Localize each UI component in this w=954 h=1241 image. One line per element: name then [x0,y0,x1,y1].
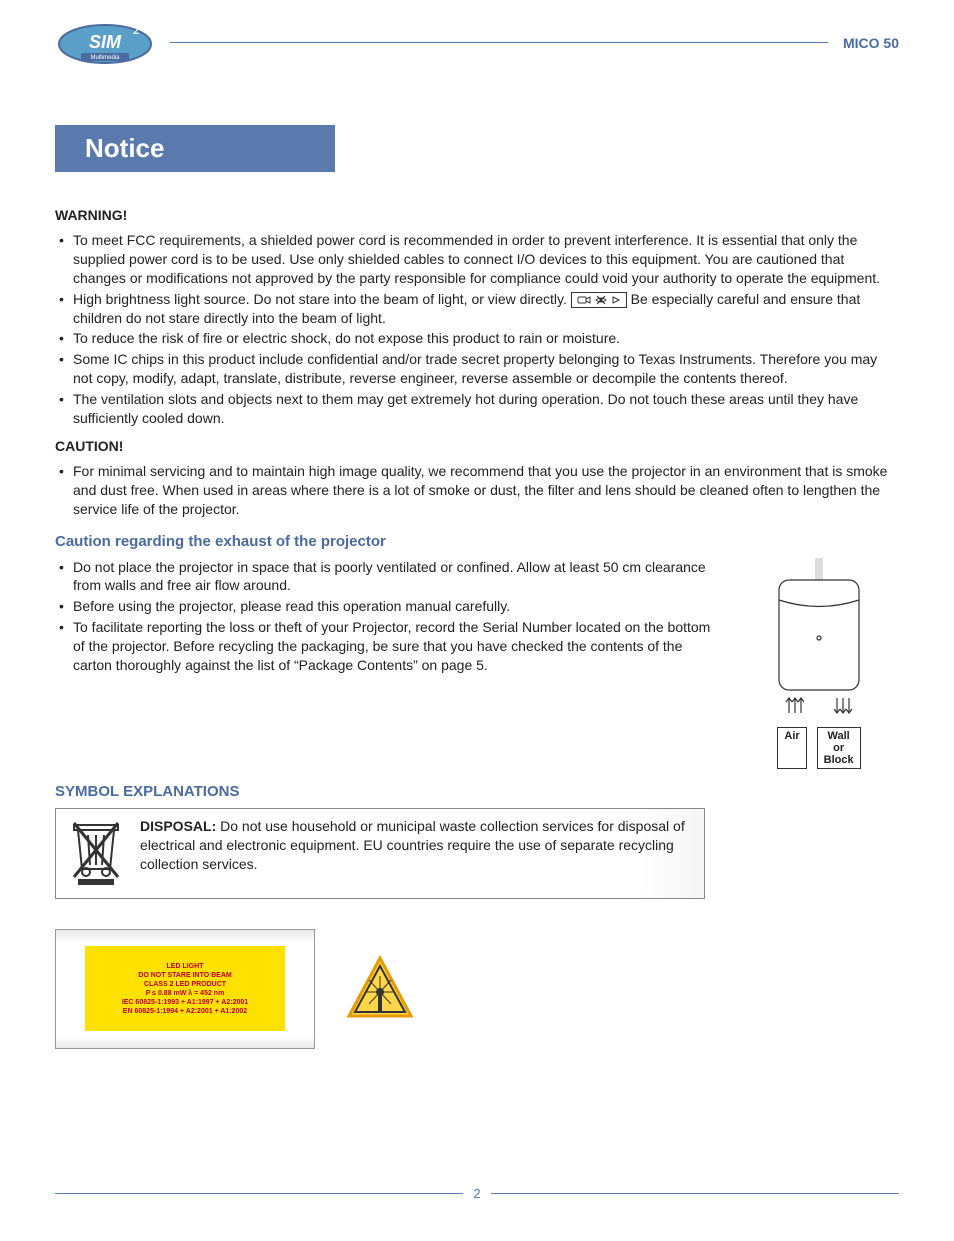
figure-label-wall: Wall or Block [817,727,861,769]
symbols-heading: SYMBOL EXPLANATIONS [55,783,899,800]
footer-rule [55,1193,463,1194]
warning-item-pre: High brightness light source. Do not sta… [73,291,567,307]
led-warning-label: LED LIGHT DO NOT STARE INTO BEAM CLASS 2… [55,929,315,1049]
label-figures: LED LIGHT DO NOT STARE INTO BEAM CLASS 2… [55,929,899,1049]
warning-item: The ventilation slots and objects next t… [55,390,899,428]
svg-text:Multimedia: Multimedia [90,55,120,61]
exhaust-section: Do not place the projector in space that… [55,558,899,769]
laser-hazard-icon [345,954,415,1024]
led-label-line: EN 60825-1:1994 + A2:2001 + A1:2002 [123,1007,247,1016]
svg-text:2: 2 [133,23,139,37]
exhaust-list: Do not place the projector in space that… [55,558,714,675]
disposal-text: DISPOSAL: Do not use household or munici… [140,817,694,874]
caution-heading: CAUTION! [55,438,899,454]
product-name: MICO 50 [843,35,899,51]
disposal-block: DISPOSAL: Do not use household or munici… [55,808,705,899]
do-not-stare-icon [571,292,627,308]
led-label-line: CLASS 2 LED PRODUCT [144,980,226,989]
header-rule [170,42,828,43]
caution-list: For minimal servicing and to maintain hi… [55,462,899,519]
figure-label-air: Air [777,727,806,769]
led-label-line: P ≤ 0.88 mW λ = 452 nm [146,989,225,998]
exhaust-heading: Caution regarding the exhaust of the pro… [55,533,899,550]
warning-item: Some IC chips in this product include co… [55,350,899,388]
section-title-notice: Notice [55,125,335,172]
led-label-line: LED LIGHT [167,962,204,971]
exhaust-item: Do not place the projector in space that… [55,558,714,596]
exhaust-item: Before using the projector, please read … [55,597,714,616]
svg-text:SIM: SIM [89,32,122,52]
caution-item: For minimal servicing and to maintain hi… [55,462,899,519]
disposal-title: DISPOSAL: [140,818,216,834]
page-header: SIM 2 Multimedia MICO 50 [55,20,899,65]
footer-rule [491,1193,899,1194]
warning-item: To reduce the risk of fire or electric s… [55,329,899,348]
warning-heading: WARNING! [55,207,899,223]
warning-item: To meet FCC requirements, a shielded pow… [55,231,899,288]
warning-list: To meet FCC requirements, a shielded pow… [55,231,899,428]
warning-item: High brightness light source. Do not sta… [55,290,899,328]
brand-logo: SIM 2 Multimedia [55,20,155,65]
page-footer: 2 [55,1186,899,1201]
exhaust-item: To facilitate reporting the loss or thef… [55,618,714,675]
led-label-line: IEC 60825-1:1993 + A1:1997 + A2:2001 [122,998,248,1007]
weee-bin-icon [66,817,126,890]
page-number: 2 [463,1186,490,1201]
disposal-body: Do not use household or municipal waste … [140,818,685,872]
exhaust-figure: Air Wall or Block [739,558,899,769]
led-label-line: DO NOT STARE INTO BEAM [138,971,231,980]
